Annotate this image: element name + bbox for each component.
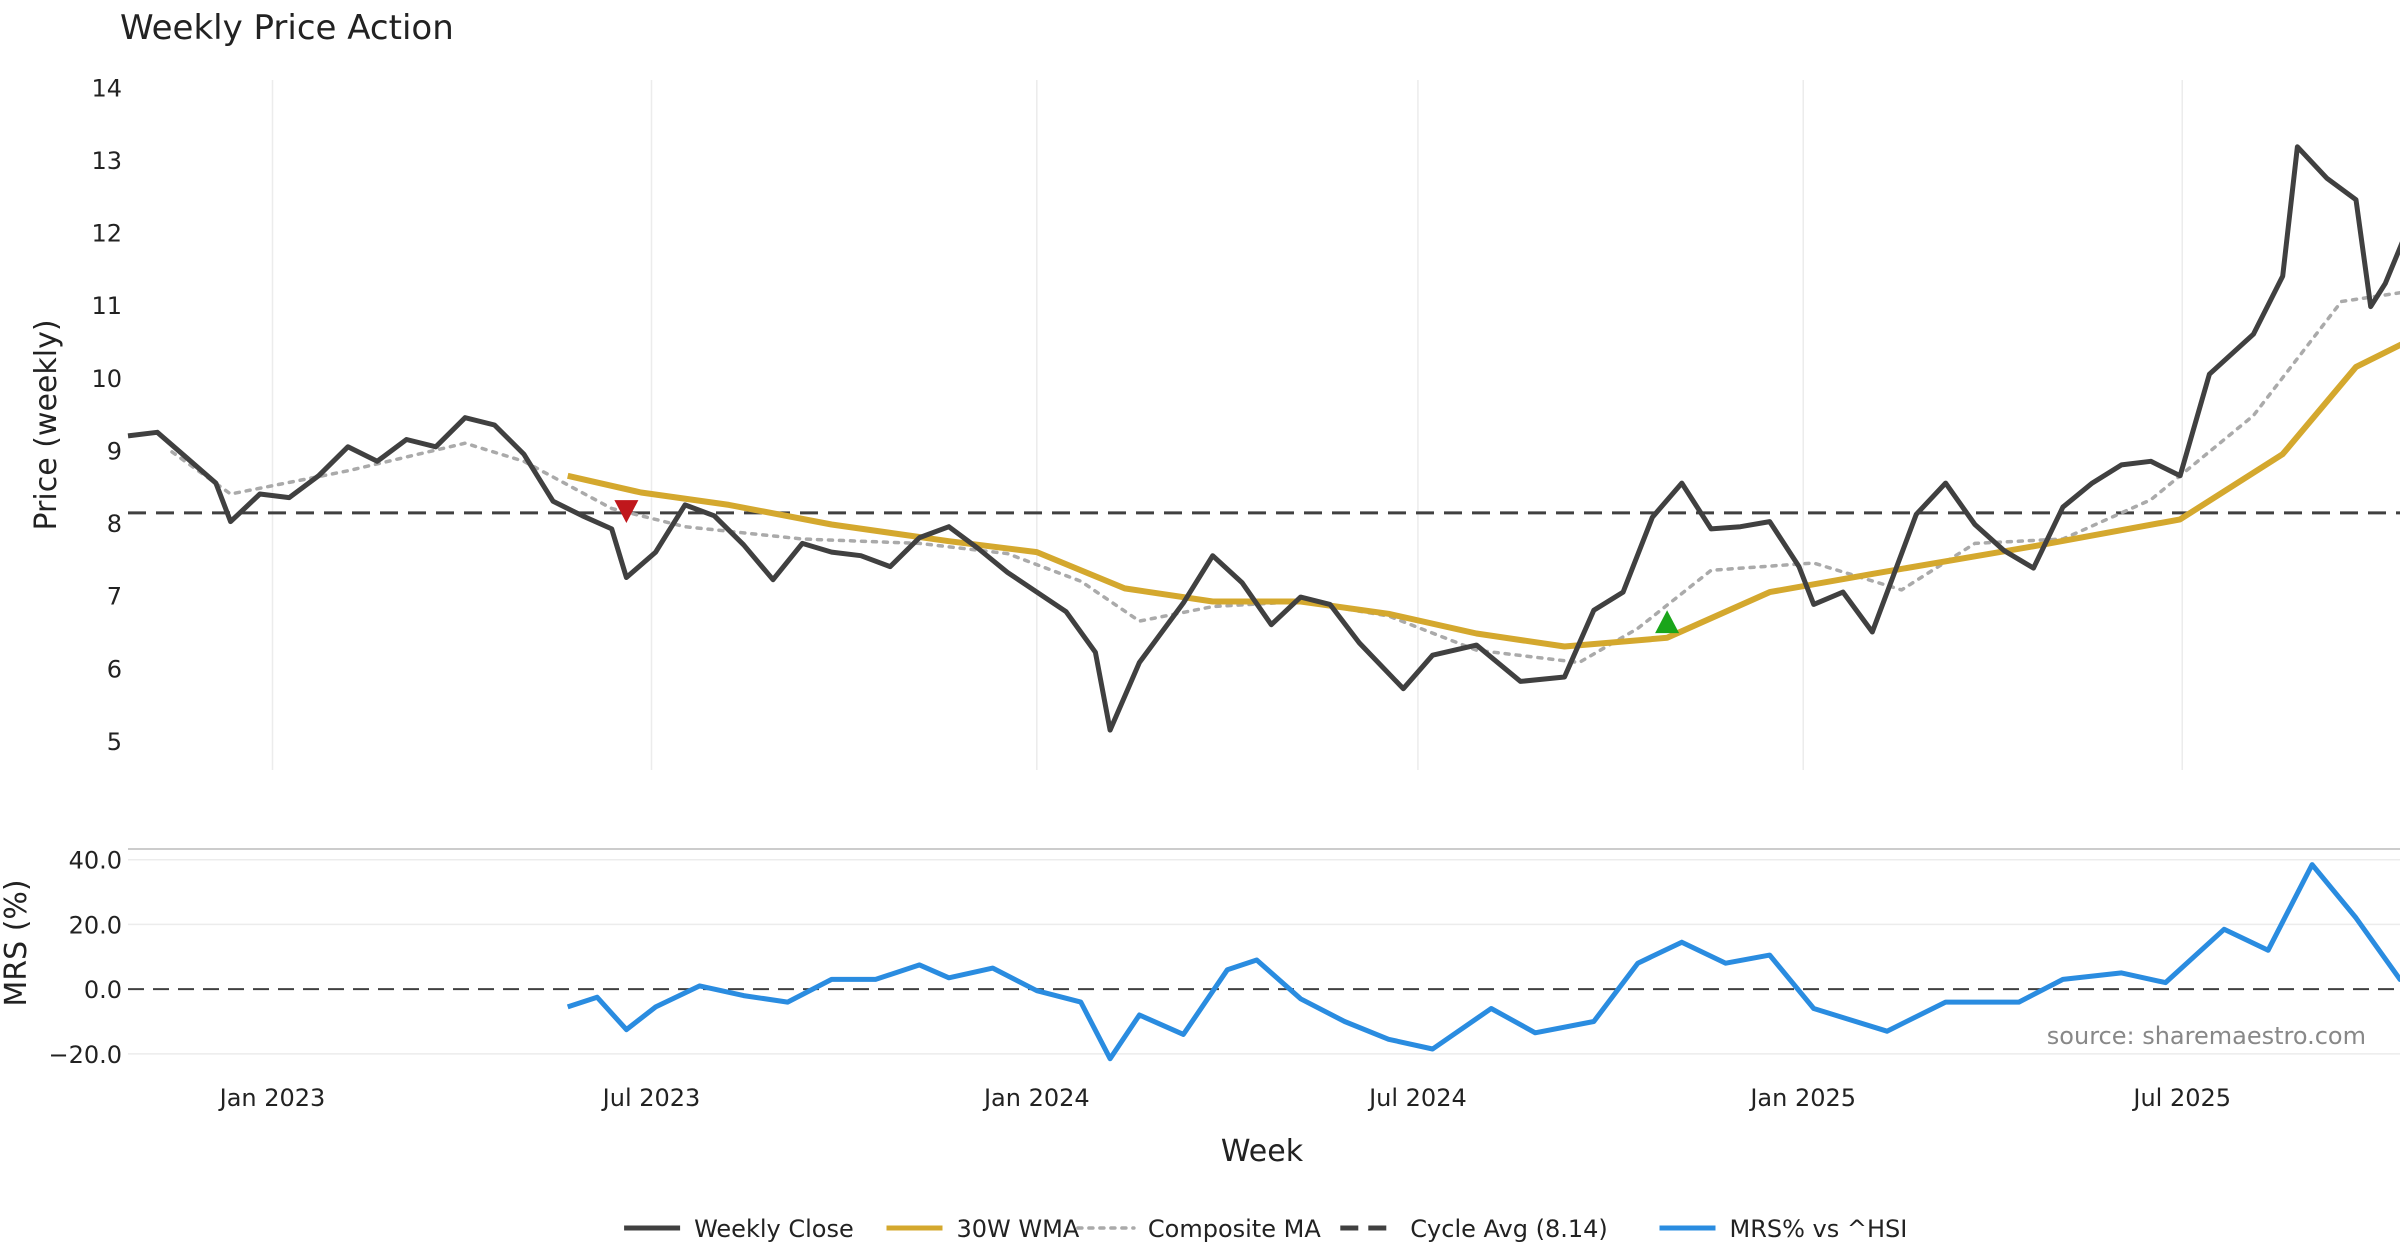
price-y-tick-label: 13 (91, 147, 122, 175)
series-30w-wma (567, 341, 2400, 650)
legend-label: Cycle Avg (8.14) (1410, 1215, 1607, 1243)
price-grid (271, 80, 2183, 770)
mrs-y-ticks: 40.0 20.0 0.0 −20.0 (48, 847, 122, 1069)
legend-item: Cycle Avg (8.14) (1340, 1215, 1608, 1243)
x-tick-label: Jul 2023 (601, 1084, 701, 1112)
x-tick-label: Jan 2025 (1748, 1084, 1856, 1112)
price-y-tick-label: 14 (91, 74, 122, 102)
x-tick-label: Jul 2025 (2131, 1084, 2231, 1112)
source-note: source: sharemaestro.com (2047, 1022, 2366, 1050)
mrs-y-tick-label: 40.0 (69, 847, 122, 875)
price-y-tick-label: 8 (107, 510, 122, 538)
chart-title: Weekly Price Action (120, 8, 454, 48)
legend-label: MRS% vs ^HSI (1730, 1215, 1908, 1243)
legend-item: 30W WMA (886, 1215, 1080, 1243)
price-markers (614, 500, 1680, 634)
price-y-tick-label: 6 (107, 655, 122, 683)
legend-item: MRS% vs ^HSI (1659, 1215, 1908, 1243)
price-series (127, 144, 2400, 733)
price-y-tick-label: 11 (91, 292, 122, 320)
legend-label: Composite MA (1148, 1215, 1321, 1243)
price-y-tick-label: 7 (107, 583, 122, 611)
price-y-tick-label: 12 (91, 220, 122, 248)
mrs-series (566, 862, 2400, 1062)
mrs-grid (128, 858, 2400, 1055)
series-composite-ma (170, 291, 2400, 665)
legend-item: Weekly Close (624, 1215, 854, 1243)
legend-label: Weekly Close (694, 1215, 854, 1243)
x-ticks: Jan 2023 Jul 2023 Jan 2024 Jul 2024 Jan 2025… (218, 1084, 2231, 1112)
price-y-axis-label: Price (weekly) (29, 319, 64, 530)
series-weekly-close (127, 144, 2400, 733)
mrs-y-tick-label: 0.0 (84, 976, 122, 1004)
legend-item: Composite MA (1076, 1215, 1321, 1243)
mrs-y-tick-label: −20.0 (48, 1041, 122, 1069)
price-y-tick-label: 9 (107, 437, 122, 465)
x-axis-label: Week (1221, 1134, 1304, 1169)
x-tick-label: Jan 2023 (218, 1084, 326, 1112)
legend-label: 30W WMA (957, 1215, 1080, 1243)
sell-signal-marker (614, 500, 639, 523)
legend: Weekly Close 30W WMA Composite MA Cycle Avg… (624, 1215, 1907, 1243)
price-y-ticks: 5 6 7 8 9 10 11 12 13 14 (91, 74, 122, 756)
mrs-y-axis-label: MRS (%) (0, 879, 34, 1006)
price-y-tick-label: 10 (91, 365, 122, 393)
x-tick-label: Jan 2024 (982, 1084, 1090, 1112)
x-tick-label: Jul 2024 (1367, 1084, 1467, 1112)
series-mrs-vs-hsi (566, 862, 2400, 1062)
price-y-tick-label: 5 (107, 728, 122, 756)
mrs-y-tick-label: 20.0 (69, 911, 122, 939)
buy-signal-marker (1655, 610, 1680, 634)
